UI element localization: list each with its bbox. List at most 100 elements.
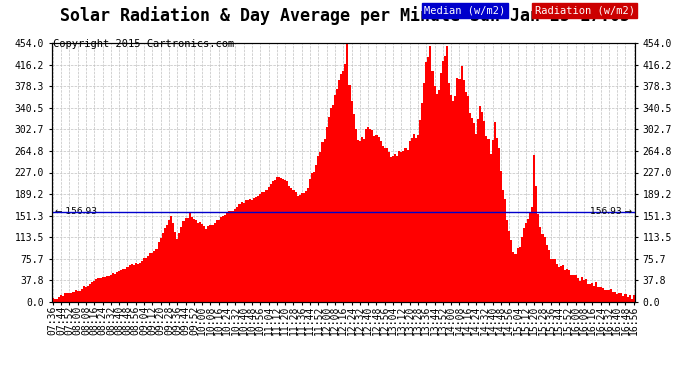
Bar [228, 211, 230, 302]
Bar [262, 192, 264, 302]
Bar [466, 96, 469, 302]
Bar [257, 195, 259, 302]
Bar [464, 92, 466, 302]
Bar [132, 264, 135, 302]
Bar [627, 297, 629, 302]
Bar [342, 71, 344, 302]
Bar [604, 290, 606, 302]
Bar [591, 284, 593, 302]
Bar [186, 218, 188, 302]
Bar [546, 244, 548, 302]
Bar [433, 86, 435, 302]
Bar [97, 278, 99, 302]
Bar [517, 248, 519, 302]
Bar [164, 228, 166, 302]
Bar [359, 141, 361, 302]
Bar [288, 186, 290, 302]
Text: Copyright 2015 Cartronics.com: Copyright 2015 Cartronics.com [53, 39, 235, 50]
Bar [388, 152, 390, 302]
Bar [531, 207, 533, 302]
Bar [406, 150, 408, 302]
Bar [560, 267, 562, 302]
Bar [168, 220, 170, 302]
Bar [282, 179, 284, 302]
Bar [58, 297, 60, 302]
Bar [299, 195, 301, 302]
Bar [295, 192, 297, 302]
Bar [235, 209, 237, 302]
Bar [538, 214, 540, 302]
Bar [178, 233, 180, 302]
Bar [593, 286, 595, 302]
Bar [166, 225, 168, 302]
Bar [266, 190, 268, 302]
Bar [128, 265, 130, 302]
Bar [346, 40, 348, 302]
Bar [610, 289, 612, 302]
Bar [535, 186, 538, 302]
Bar [419, 120, 421, 302]
Bar [492, 140, 494, 302]
Bar [622, 296, 624, 302]
Bar [188, 213, 190, 302]
Bar [81, 288, 83, 302]
Bar [452, 100, 454, 302]
Bar [487, 139, 490, 302]
Bar [124, 268, 126, 302]
Bar [284, 180, 286, 302]
Bar [52, 298, 54, 302]
Bar [204, 226, 206, 302]
Bar [523, 228, 525, 302]
Bar [114, 274, 116, 302]
Bar [564, 270, 566, 302]
Bar [259, 194, 262, 302]
Bar [616, 294, 618, 302]
Bar [278, 177, 280, 302]
Bar [454, 96, 456, 302]
Bar [272, 181, 274, 302]
Bar [297, 196, 299, 302]
Bar [363, 139, 365, 302]
Bar [398, 152, 400, 302]
Bar [108, 276, 110, 302]
Bar [153, 251, 155, 302]
Bar [116, 272, 118, 302]
Bar [608, 290, 610, 302]
Bar [417, 135, 419, 302]
Bar [180, 227, 182, 302]
Bar [112, 273, 114, 302]
Bar [322, 142, 324, 302]
Bar [566, 269, 569, 302]
Bar [276, 177, 278, 302]
Bar [402, 151, 404, 302]
Bar [344, 64, 346, 302]
Bar [251, 200, 253, 302]
Bar [540, 227, 542, 302]
Bar [66, 293, 68, 302]
Bar [440, 74, 442, 302]
Bar [137, 264, 139, 302]
Bar [633, 296, 635, 302]
Bar [444, 56, 446, 302]
Bar [587, 284, 589, 302]
Bar [509, 231, 511, 302]
Bar [87, 286, 89, 302]
Bar [130, 264, 132, 302]
Bar [521, 237, 523, 302]
Bar [367, 127, 369, 302]
Bar [373, 136, 375, 302]
Bar [589, 284, 591, 302]
Bar [583, 280, 585, 302]
Bar [338, 80, 340, 302]
Bar [190, 216, 193, 302]
Bar [462, 80, 464, 302]
Bar [255, 197, 257, 302]
Bar [135, 263, 137, 302]
Bar [442, 61, 444, 302]
Bar [469, 112, 471, 302]
Bar [612, 292, 614, 302]
Bar [143, 258, 145, 302]
Bar [498, 148, 500, 302]
Bar [75, 290, 77, 302]
Bar [83, 286, 85, 302]
